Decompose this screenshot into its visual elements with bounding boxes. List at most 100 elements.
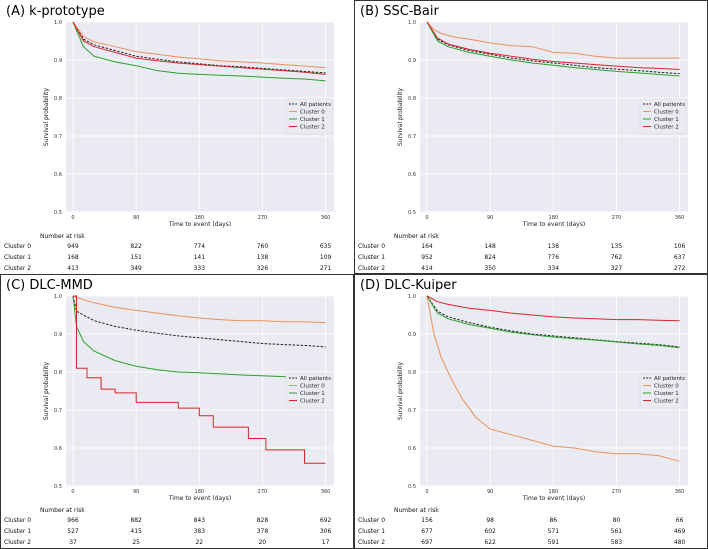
x-tick-label: 360 [321, 215, 331, 221]
risk-cell: 828 [257, 517, 269, 524]
y-axis-label: Survival probability [397, 88, 404, 147]
risk-cell: 697 [421, 539, 433, 546]
y-tick-label: 0.9 [54, 58, 62, 64]
y-tick-label: 0.6 [408, 446, 416, 452]
y-tick-label: 0.7 [54, 408, 62, 414]
risk-cell: 413 [67, 265, 79, 272]
legend-entry: Cluster 2 [300, 398, 325, 404]
y-axis-label: Survival probability [397, 362, 404, 421]
legend-entry: Cluster 0 [300, 109, 325, 115]
risk-cell: 776 [548, 254, 560, 261]
y-tick-label: 1.0 [408, 294, 416, 300]
legend-entry: Cluster 1 [300, 391, 325, 397]
risk-cell: 156 [421, 517, 433, 524]
y-tick-label: 0.9 [54, 332, 62, 338]
x-tick-label: 180 [195, 489, 205, 495]
risk-cell: 106 [674, 243, 686, 250]
risk-cell: 327 [611, 265, 623, 272]
risk-cell: 602 [484, 528, 496, 535]
risk-cell: 306 [320, 528, 332, 535]
risk-cell: 138 [257, 254, 269, 261]
y-axis-label: Survival probability [43, 88, 50, 147]
risk-cell: 109 [320, 254, 332, 261]
series-line-3 [73, 295, 326, 464]
legend-entry: Cluster 0 [654, 109, 679, 115]
y-tick-label: 0.8 [408, 96, 416, 102]
legend-entry: Cluster 2 [300, 124, 325, 130]
risk-cell: 622 [484, 539, 496, 546]
risk-cell: 151 [130, 254, 142, 261]
series-line-1 [72, 295, 326, 324]
y-tick-label: 0.7 [408, 408, 416, 414]
risk-cell: 677 [421, 528, 433, 535]
risk-cell: 378 [257, 528, 269, 535]
series-line-1 [426, 295, 680, 462]
risk-row-label: Cluster 0 [358, 243, 385, 250]
x-tick-label: 360 [321, 489, 331, 495]
risk-cell: 571 [548, 528, 560, 535]
legend-entry: All patients [300, 376, 331, 382]
risk-cell: 760 [257, 243, 269, 250]
risk-cell: 22 [195, 539, 203, 546]
legend-entry: Cluster 0 [300, 383, 325, 389]
series-line-2 [72, 21, 326, 82]
legend-box [639, 372, 687, 409]
risk-row-label: Cluster 2 [4, 265, 31, 272]
y-tick-label: 1.0 [408, 20, 416, 26]
risk-cell: 637 [674, 254, 686, 261]
x-axis-label: Time to event (days) [522, 495, 585, 502]
risk-row-label: Cluster 2 [358, 539, 385, 546]
risk-cell: 20 [259, 539, 267, 546]
legend-entry: Cluster 1 [654, 117, 679, 123]
risk-cell: 334 [548, 265, 560, 272]
risk-table-header: Number at risk [394, 507, 439, 514]
series-line-0 [426, 21, 680, 75]
y-tick-label: 0.8 [408, 370, 416, 376]
x-tick-label: 90 [133, 215, 139, 221]
legend-box [639, 98, 687, 135]
risk-cell: 98 [486, 517, 494, 524]
x-axis-label: Time to event (days) [168, 221, 231, 228]
risk-cell: 882 [130, 517, 142, 524]
x-tick-label: 270 [258, 489, 268, 495]
chart-panel-2: (C) DLC-MMD 0.5 0.6 0.7 0.8 0.9 1.0 0 90 180 270 36… [0, 274, 354, 549]
x-tick-label: 180 [549, 215, 559, 221]
x-tick-label: 90 [487, 215, 493, 221]
series-line-2 [426, 21, 680, 77]
series-line-3 [72, 21, 326, 75]
legend-entry: Cluster 1 [300, 117, 325, 123]
risk-cell: 822 [130, 243, 142, 250]
risk-row-label: Cluster 2 [358, 265, 385, 272]
y-tick-label: 0.6 [54, 446, 62, 452]
risk-cell: 843 [194, 517, 206, 524]
series-line-0 [72, 21, 326, 74]
risk-cell: 80 [613, 517, 621, 524]
series-line-1 [426, 21, 680, 59]
y-tick-label: 0.5 [408, 484, 416, 490]
x-tick-label: 0 [71, 215, 74, 221]
risk-cell: 480 [674, 539, 686, 546]
risk-row-label: Cluster 1 [4, 528, 31, 535]
risk-cell: 333 [194, 265, 206, 272]
risk-row-label: Cluster 0 [358, 517, 385, 524]
legend-entry: All patients [654, 102, 685, 108]
risk-cell: 66 [676, 517, 684, 524]
risk-cell: 86 [549, 517, 557, 524]
risk-cell: 591 [548, 539, 560, 546]
x-tick-label: 360 [675, 215, 685, 221]
y-tick-label: 0.8 [54, 370, 62, 376]
risk-cell: 141 [194, 254, 206, 261]
x-tick-label: 180 [195, 215, 205, 221]
x-tick-label: 360 [675, 489, 685, 495]
x-tick-label: 0 [425, 215, 428, 221]
legend-box [285, 372, 333, 409]
risk-cell: 37 [69, 539, 77, 546]
y-tick-label: 0.6 [54, 172, 62, 178]
legend-entry: Cluster 0 [654, 383, 679, 389]
risk-row-label: Cluster 2 [4, 539, 31, 546]
legend-box [285, 98, 333, 135]
y-tick-label: 0.5 [54, 210, 62, 216]
risk-cell: 349 [130, 265, 142, 272]
legend-entry: Cluster 2 [654, 398, 679, 404]
series-line-0 [72, 295, 326, 348]
